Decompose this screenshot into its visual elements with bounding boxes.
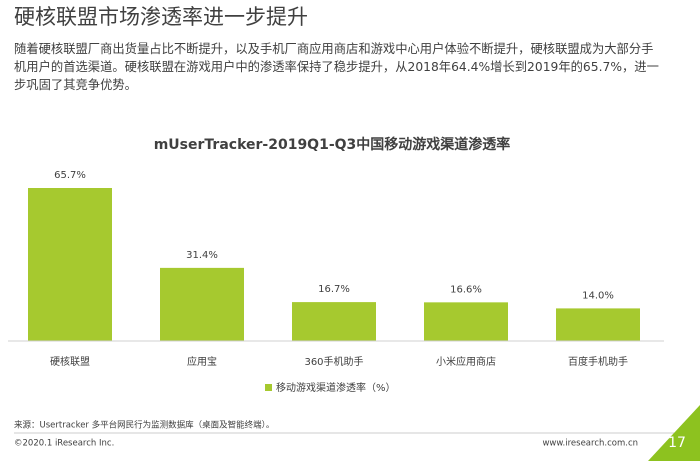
bar: [292, 302, 376, 341]
x-tick-label: 百度手机助手: [568, 355, 628, 368]
x-tick-label: 360手机助手: [304, 355, 363, 368]
x-tick-label: 应用宝: [187, 355, 217, 368]
data-label: 16.6%: [450, 284, 482, 295]
data-label: 31.4%: [186, 250, 218, 261]
copyright: ©2020.1 iResearch Inc.: [14, 439, 114, 449]
x-tick-label: 小米应用商店: [436, 355, 496, 368]
corner-decoration: [648, 405, 700, 461]
bar: [424, 302, 508, 341]
data-label: 65.7%: [54, 170, 86, 181]
data-label: 16.7%: [318, 284, 350, 295]
source: 来源：Usertracker 多平台网民行为监测数据库（桌面及智能终端）。: [14, 420, 274, 431]
bar: [556, 308, 640, 341]
body-text: 随着硬核联盟厂商出货量占比不断提升，以及手机厂商应用商店和游戏中心用户体验不断提…: [14, 42, 659, 92]
legend-swatch: [265, 384, 272, 391]
data-label: 14.0%: [582, 290, 614, 301]
website: www.iresearch.com.cn: [542, 439, 638, 449]
legend-label: 移动游戏渠道渗透率（%）: [276, 381, 396, 394]
bar: [28, 188, 112, 341]
slide-title: 硬核联盟市场渗透率进一步提升: [14, 5, 308, 29]
page-number: 17: [668, 435, 686, 451]
x-tick-label: 硬核联盟: [50, 355, 90, 368]
bar: [160, 267, 244, 341]
chart-title: mUserTracker-2019Q1-Q3中国移动游戏渠道渗透率: [154, 136, 511, 153]
